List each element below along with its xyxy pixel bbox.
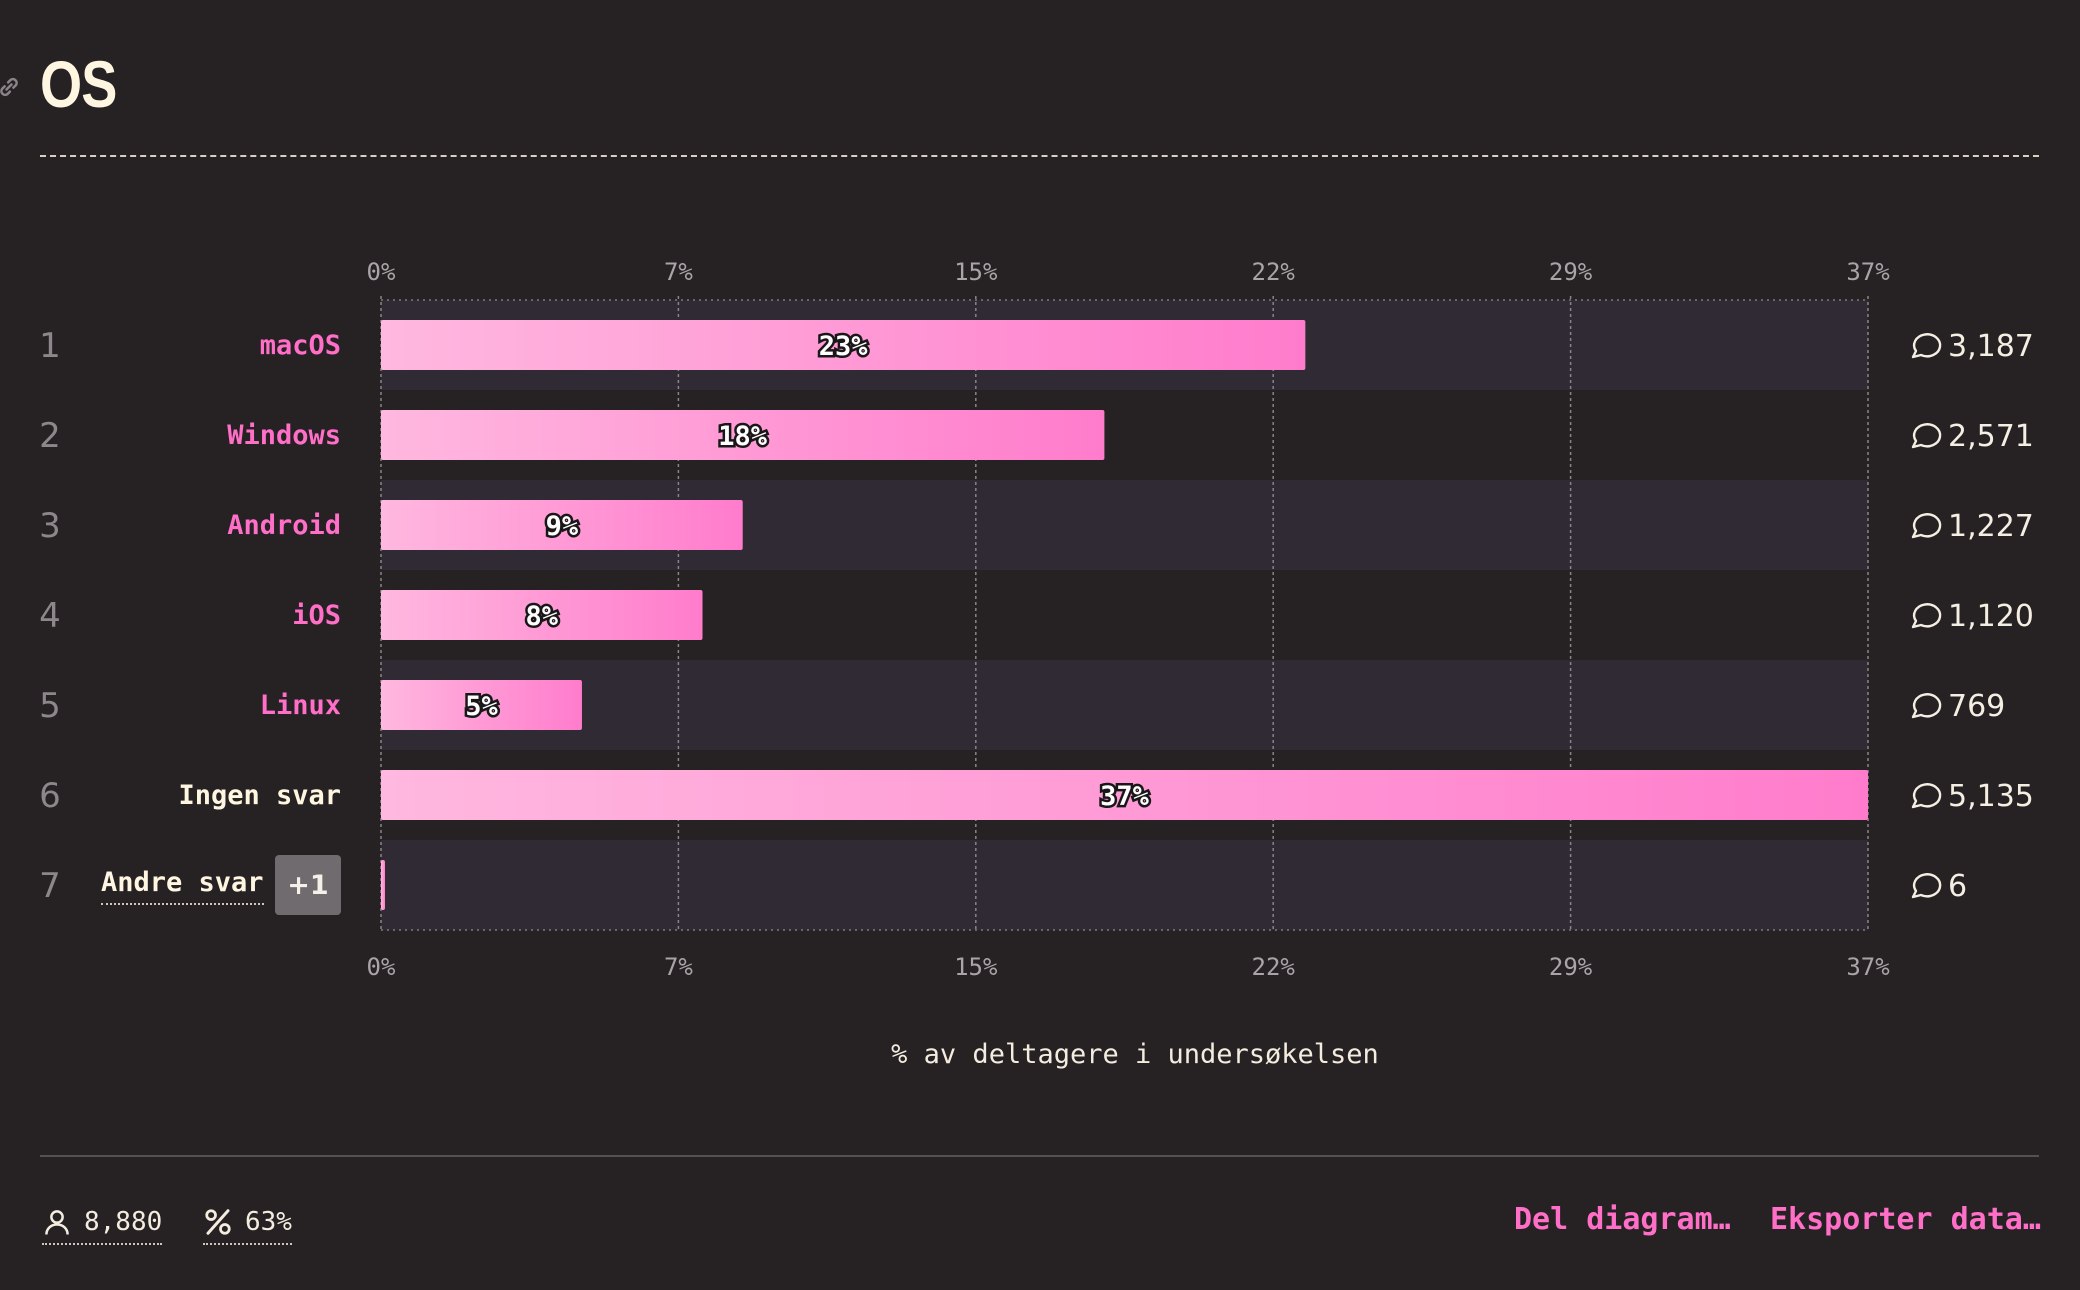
respondents-count: 8,880 — [84, 1207, 163, 1237]
category-label[interactable]: macOS — [260, 330, 341, 361]
bar-value-label: 9% — [546, 511, 579, 542]
footer-divider — [40, 1155, 2039, 1157]
comment-icon[interactable] — [1911, 423, 1942, 449]
link-icon[interactable] — [0, 72, 24, 102]
rank-number: 4 — [39, 596, 61, 636]
x-tick-label-bottom: 15% — [954, 953, 998, 981]
response-count: 2,571 — [1948, 419, 2034, 454]
other-answers-label[interactable]: Andre svar — [101, 866, 264, 905]
x-tick-label-top: 7% — [664, 258, 693, 286]
bar-value-label: 23% — [819, 331, 869, 362]
x-tick-label-bottom: 22% — [1252, 953, 1296, 981]
response-count: 6 — [1948, 869, 1967, 904]
rank-number: 3 — [39, 506, 61, 546]
x-axis-title: % av deltagere i undersøkelsen — [891, 1039, 1379, 1070]
rank-number: 6 — [39, 776, 61, 816]
comment-icon[interactable] — [1911, 333, 1942, 359]
title-divider — [40, 155, 2039, 157]
response-count: 1,227 — [1948, 509, 2034, 544]
bar[interactable] — [381, 770, 1868, 820]
share-chart-button[interactable]: Del diagram… — [1514, 1202, 1731, 1237]
other-answers[interactable]: Andre svar — [101, 855, 264, 915]
rank-number: 5 — [39, 686, 61, 726]
category-label[interactable]: Linux — [260, 690, 341, 721]
person-icon — [45, 1210, 69, 1235]
chart-title: OS — [40, 47, 117, 121]
category-label[interactable]: Windows — [227, 420, 341, 451]
export-data-button[interactable]: Eksporter data… — [1770, 1202, 2041, 1237]
bar[interactable] — [381, 320, 1306, 370]
comment-icon[interactable] — [1911, 513, 1942, 539]
x-tick-label-top: 29% — [1549, 258, 1593, 286]
bar[interactable] — [381, 500, 743, 550]
rank-number: 1 — [39, 326, 61, 366]
x-tick-label-top: 15% — [954, 258, 998, 286]
category-label[interactable]: Ingen svar — [178, 780, 341, 811]
bar[interactable] — [381, 680, 582, 730]
row-background — [381, 660, 1868, 750]
bar[interactable] — [381, 590, 703, 640]
comment-icon[interactable] — [1911, 603, 1942, 629]
response-count: 5,135 — [1948, 779, 2034, 814]
comment-icon[interactable] — [1911, 783, 1942, 809]
bar-chart: 0%0%7%7%15%15%22%22%29%29%37%37%1 macOS 23… — [39, 258, 2034, 981]
bar[interactable] — [381, 860, 386, 910]
x-tick-label-top: 22% — [1252, 258, 1296, 286]
percentage-stat[interactable]: 63% — [203, 1201, 292, 1245]
x-tick-label-bottom: 29% — [1549, 953, 1593, 981]
rank-number: 2 — [39, 416, 61, 456]
bar-value-label: 5% — [465, 691, 498, 722]
bar-value-label: 18% — [718, 421, 768, 452]
category-label[interactable]: Android — [227, 510, 341, 541]
rank-number: 7 — [39, 866, 61, 906]
x-tick-label-top: 0% — [367, 258, 396, 286]
response-count: 769 — [1948, 689, 2005, 724]
other-answers-badge[interactable]: +1 — [275, 855, 341, 915]
x-tick-label-bottom: 37% — [1846, 953, 1890, 981]
percentage-value: 63% — [245, 1207, 292, 1237]
comment-icon[interactable] — [1911, 873, 1942, 899]
respondents-stat[interactable]: 8,880 — [42, 1201, 163, 1245]
percent-icon — [205, 1209, 231, 1235]
bar[interactable] — [381, 410, 1105, 460]
bar-value-label: 37% — [1100, 781, 1150, 812]
row-background — [381, 840, 1868, 930]
x-tick-label-top: 37% — [1846, 258, 1890, 286]
x-tick-label-bottom: 7% — [664, 953, 693, 981]
category-label[interactable]: iOS — [292, 600, 341, 631]
comment-icon[interactable] — [1911, 693, 1942, 719]
bar-value-label: 8% — [525, 601, 558, 632]
response-count: 1,120 — [1948, 599, 2034, 634]
response-count: 3,187 — [1948, 329, 2034, 364]
x-tick-label-bottom: 0% — [367, 953, 396, 981]
